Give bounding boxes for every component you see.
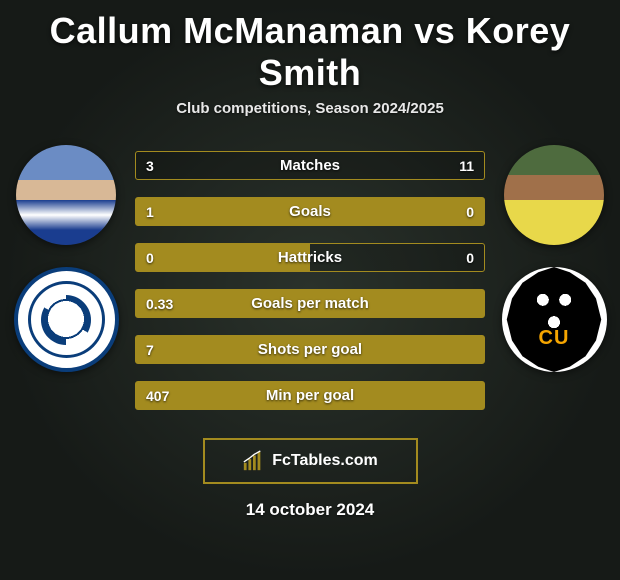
- stat-label: Matches: [136, 157, 484, 174]
- stat-row: 407Min per goal: [135, 381, 485, 410]
- chart-icon: [242, 450, 264, 472]
- stat-label: Min per goal: [136, 387, 484, 404]
- stat-right-value: 11: [459, 158, 474, 174]
- stat-label: Goals: [136, 203, 484, 220]
- brand-box: FcTables.com: [203, 438, 418, 484]
- player-right-avatar: [504, 145, 604, 245]
- stat-label: Goals per match: [136, 295, 484, 312]
- right-player-column: CU: [499, 145, 609, 372]
- stat-label: Shots per goal: [136, 341, 484, 358]
- stat-row: 3Matches11: [135, 151, 485, 180]
- left-player-column: [11, 145, 121, 372]
- wigan-crest-icon: [41, 295, 91, 345]
- stat-row: 7Shots per goal: [135, 335, 485, 364]
- club-right-badge: CU: [502, 267, 607, 372]
- player-left-avatar: [16, 145, 116, 245]
- stat-right-value: 0: [466, 204, 474, 220]
- club-right-badge-text: CU: [539, 327, 570, 350]
- comparison-container: 3Matches111Goals00Hattricks00.33Goals pe…: [0, 145, 620, 410]
- stat-row: 0Hattricks0: [135, 243, 485, 272]
- subtitle: Club competitions, Season 2024/2025: [0, 100, 620, 117]
- stat-row: 1Goals0: [135, 197, 485, 226]
- date-text: 14 october 2024: [0, 500, 620, 520]
- stat-right-value: 0: [466, 250, 474, 266]
- stat-label: Hattricks: [136, 249, 484, 266]
- brand-text: FcTables.com: [272, 452, 378, 470]
- page-title: Callum McManaman vs Korey Smith: [0, 0, 620, 100]
- club-left-badge: [14, 267, 119, 372]
- stats-list: 3Matches111Goals00Hattricks00.33Goals pe…: [135, 145, 485, 410]
- stat-row: 0.33Goals per match: [135, 289, 485, 318]
